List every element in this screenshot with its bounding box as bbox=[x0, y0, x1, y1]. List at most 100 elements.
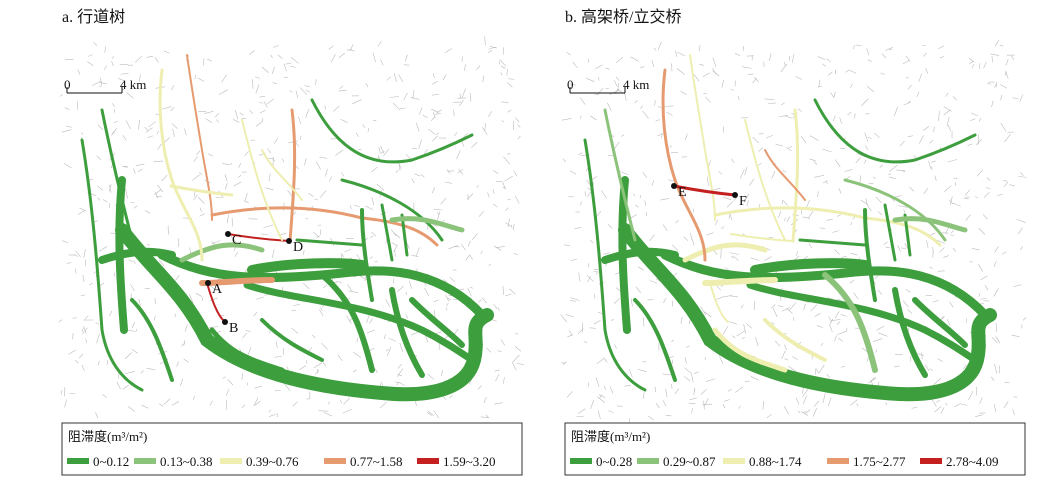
basemap-stroke bbox=[104, 65, 106, 69]
basemap-stroke bbox=[342, 253, 344, 256]
basemap-stroke bbox=[850, 400, 857, 406]
basemap-stroke bbox=[375, 261, 378, 262]
basemap-stroke bbox=[245, 193, 248, 201]
basemap-stroke bbox=[225, 174, 227, 181]
point bbox=[286, 238, 292, 244]
road bbox=[625, 230, 990, 394]
basemap-stroke bbox=[919, 74, 922, 82]
basemap-stroke bbox=[597, 272, 598, 275]
basemap-stroke bbox=[580, 98, 585, 105]
basemap-stroke bbox=[870, 377, 875, 382]
basemap-stroke bbox=[400, 343, 403, 352]
basemap-stroke bbox=[133, 260, 135, 263]
basemap-stroke bbox=[894, 366, 899, 367]
basemap-stroke bbox=[991, 377, 994, 381]
basemap-stroke bbox=[908, 136, 913, 137]
basemap-stroke bbox=[840, 148, 845, 149]
legend-label: 0~0.28 bbox=[596, 454, 632, 469]
basemap-stroke bbox=[230, 163, 232, 165]
basemap-stroke bbox=[284, 77, 288, 78]
basemap-stroke bbox=[573, 62, 577, 68]
basemap-stroke bbox=[936, 400, 940, 402]
basemap-stroke bbox=[575, 228, 582, 229]
basemap-stroke bbox=[264, 225, 273, 228]
basemap-stroke bbox=[305, 218, 308, 219]
scale-label: 0 bbox=[64, 77, 71, 92]
basemap-stroke bbox=[309, 193, 314, 196]
basemap-stroke bbox=[145, 127, 149, 131]
basemap-stroke bbox=[666, 389, 668, 397]
road bbox=[187, 55, 212, 220]
basemap-stroke bbox=[307, 399, 310, 400]
basemap-stroke bbox=[496, 374, 500, 381]
basemap-stroke bbox=[797, 251, 798, 256]
basemap-stroke bbox=[341, 173, 343, 176]
basemap-stroke bbox=[764, 99, 774, 100]
basemap-stroke bbox=[225, 183, 227, 189]
basemap-stroke bbox=[615, 142, 619, 148]
basemap-stroke bbox=[723, 197, 731, 200]
basemap-stroke bbox=[985, 285, 988, 290]
road bbox=[171, 186, 232, 195]
legend-label: 0.77~1.58 bbox=[350, 454, 403, 469]
basemap-stroke bbox=[465, 64, 466, 70]
road bbox=[132, 300, 172, 380]
legend-label: 1.59~3.20 bbox=[443, 454, 496, 469]
basemap-stroke bbox=[126, 121, 130, 129]
basemap-stroke bbox=[690, 233, 692, 240]
basemap-stroke bbox=[934, 402, 937, 407]
basemap-stroke bbox=[289, 91, 292, 92]
road bbox=[160, 70, 202, 260]
basemap-stroke bbox=[471, 142, 477, 147]
basemap-stroke bbox=[746, 323, 752, 328]
basemap-stroke bbox=[979, 293, 980, 297]
basemap-stroke bbox=[283, 348, 284, 355]
basemap-stroke bbox=[509, 289, 515, 294]
basemap-stroke bbox=[164, 138, 170, 143]
basemap-stroke bbox=[99, 246, 107, 251]
basemap-stroke bbox=[275, 390, 281, 391]
road bbox=[82, 140, 142, 390]
basemap-stroke bbox=[228, 379, 233, 385]
basemap-stroke bbox=[256, 297, 263, 300]
basemap-stroke bbox=[829, 317, 832, 322]
basemap-stroke bbox=[650, 281, 657, 284]
basemap-stroke bbox=[781, 64, 787, 72]
basemap-stroke bbox=[1006, 59, 1008, 65]
basemap-stroke bbox=[845, 70, 849, 73]
basemap-stroke bbox=[813, 408, 817, 416]
basemap-stroke bbox=[336, 281, 342, 282]
basemap-stroke bbox=[935, 176, 936, 181]
basemap-stroke bbox=[267, 148, 270, 153]
basemap-stroke bbox=[468, 241, 470, 247]
basemap-stroke bbox=[82, 132, 83, 135]
basemap-stroke bbox=[862, 99, 869, 106]
basemap-stroke bbox=[641, 106, 643, 109]
basemap-stroke bbox=[293, 304, 300, 305]
basemap-stroke bbox=[621, 135, 624, 137]
basemap-stroke bbox=[823, 394, 825, 403]
basemap-stroke bbox=[616, 57, 623, 63]
basemap-stroke bbox=[972, 248, 980, 250]
basemap-stroke bbox=[65, 400, 67, 408]
basemap-stroke bbox=[570, 298, 579, 301]
basemap-stroke bbox=[199, 214, 204, 217]
basemap-stroke bbox=[495, 370, 500, 371]
basemap-stroke bbox=[961, 404, 967, 405]
basemap-stroke bbox=[222, 163, 228, 164]
basemap-stroke bbox=[338, 355, 343, 361]
basemap-stroke bbox=[938, 359, 943, 362]
basemap-stroke bbox=[692, 408, 693, 413]
basemap-stroke bbox=[1003, 180, 1007, 181]
legend-swatch bbox=[637, 458, 659, 464]
basemap-stroke bbox=[256, 85, 259, 94]
legend-swatch bbox=[827, 458, 849, 464]
basemap-stroke bbox=[175, 275, 179, 280]
basemap-stroke bbox=[866, 204, 871, 212]
basemap-stroke bbox=[925, 365, 929, 371]
basemap-stroke bbox=[299, 117, 301, 124]
basemap-stroke bbox=[269, 410, 271, 413]
legend-swatch bbox=[220, 458, 242, 464]
basemap-stroke bbox=[245, 201, 249, 203]
basemap-stroke bbox=[675, 389, 679, 394]
